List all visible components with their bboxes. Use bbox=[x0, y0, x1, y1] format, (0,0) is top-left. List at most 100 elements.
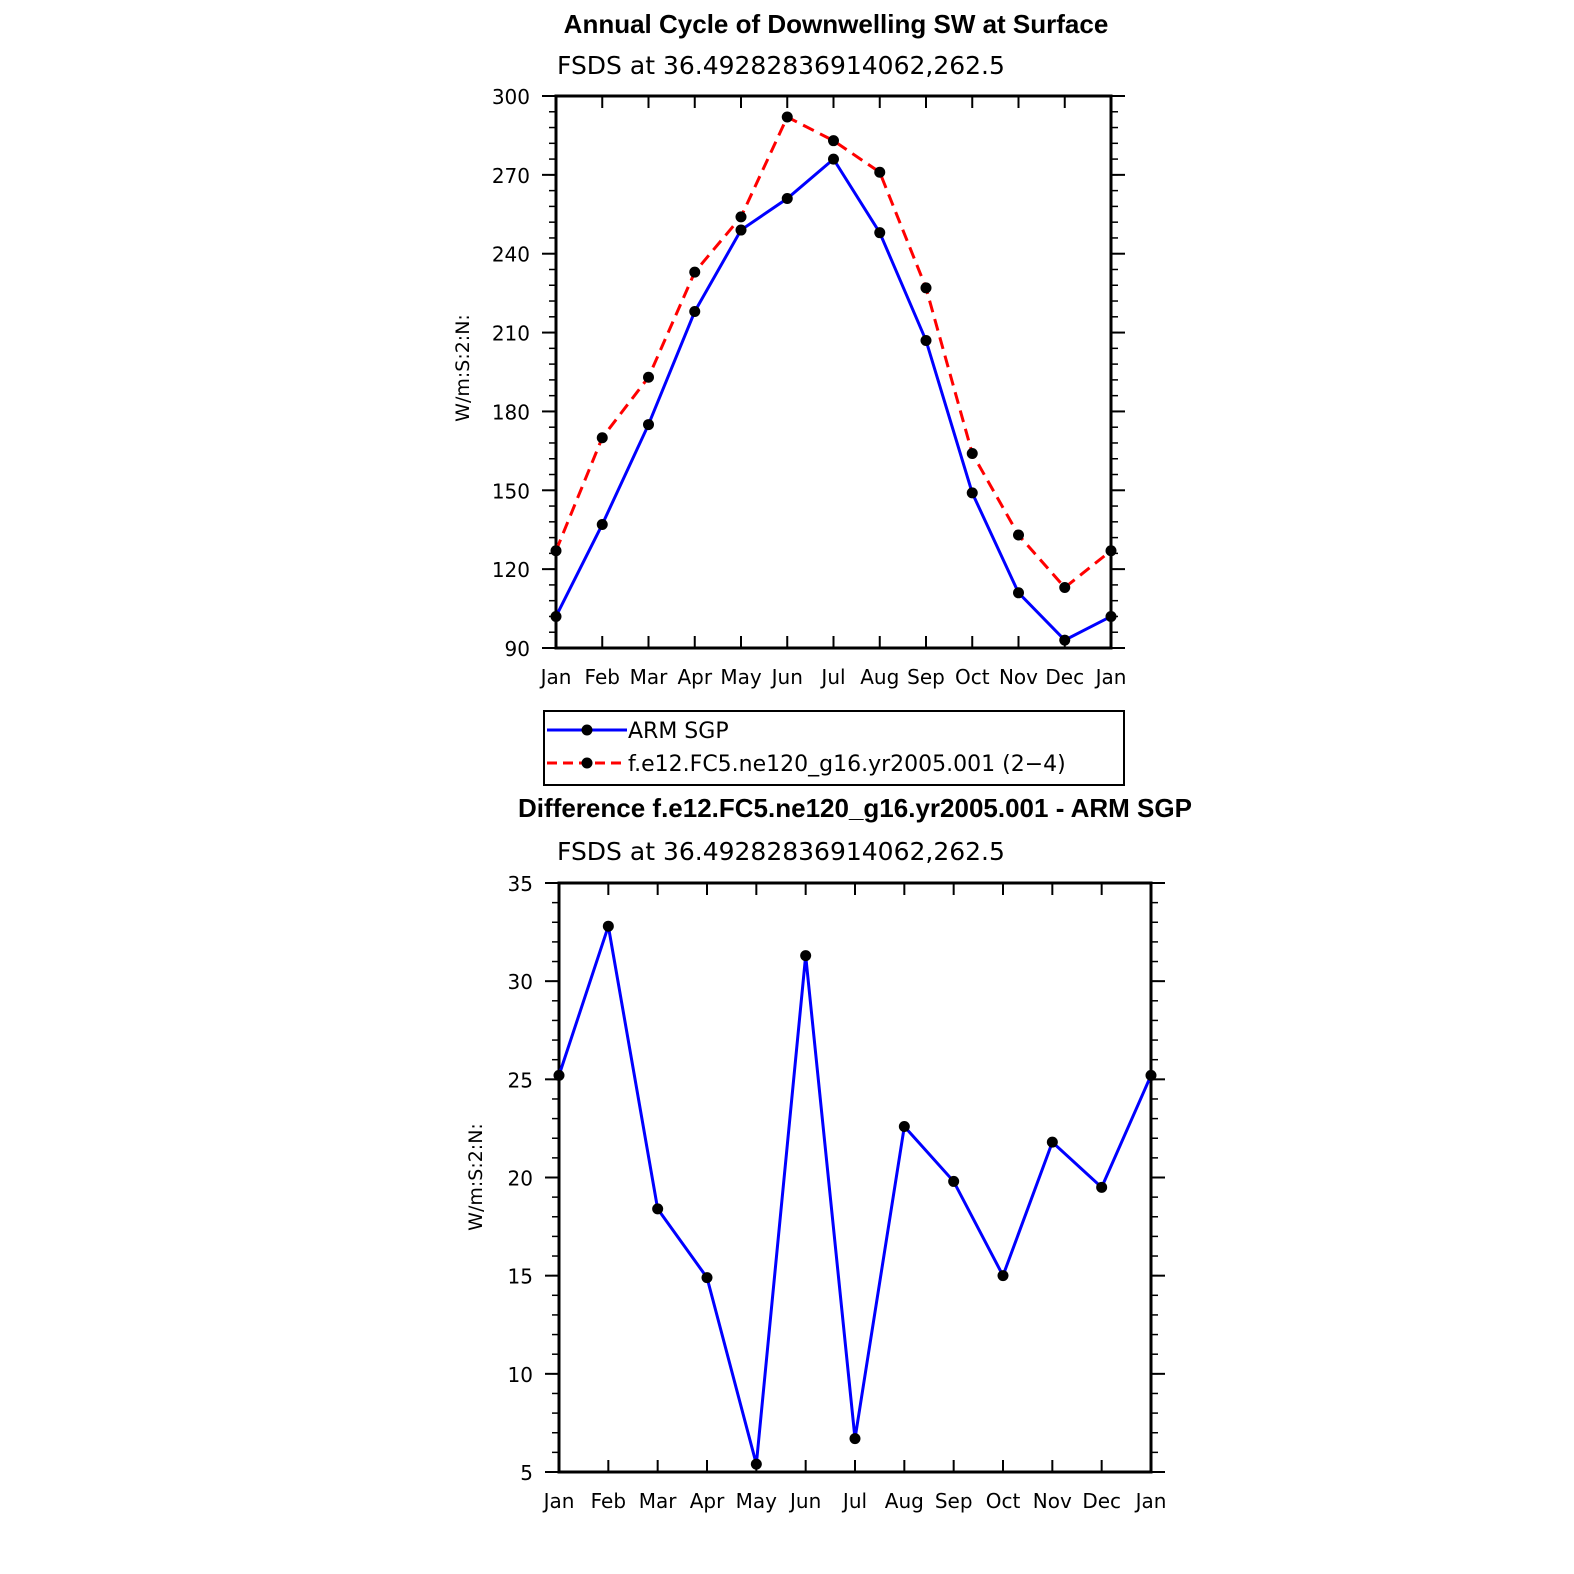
x-tick-label: Mar bbox=[639, 1489, 678, 1513]
x-tick-label: Sep bbox=[935, 1489, 973, 1513]
data-point bbox=[849, 1433, 861, 1445]
data-point bbox=[874, 166, 886, 178]
chart-subtitle: FSDS at 36.49282836914062,262.5 bbox=[557, 837, 1005, 866]
series-line-1 bbox=[554, 114, 1112, 590]
y-tick-label: 30 bbox=[508, 970, 533, 994]
data-point bbox=[781, 193, 793, 205]
legend-marker-model bbox=[581, 757, 593, 769]
x-tick-label: May bbox=[736, 1489, 778, 1513]
data-point bbox=[643, 371, 654, 383]
x-tick-label: Nov bbox=[999, 665, 1038, 689]
annual-cycle-chart: Annual Cycle of Downwelling SW at Surfac… bbox=[452, 9, 1126, 689]
y-tick-label: 10 bbox=[508, 1363, 533, 1387]
data-point bbox=[596, 518, 608, 530]
x-tick-label: Aug bbox=[885, 1489, 924, 1513]
x-tick-label: Mar bbox=[630, 665, 669, 689]
data-point bbox=[781, 111, 793, 123]
y-tick-label: 5 bbox=[520, 1461, 533, 1485]
data-point bbox=[874, 227, 886, 239]
data-point bbox=[800, 950, 812, 962]
y-tick-label: 150 bbox=[492, 479, 530, 503]
data-point bbox=[602, 920, 614, 932]
data-point bbox=[920, 334, 932, 346]
data-point bbox=[898, 1120, 910, 1132]
chart-title: Annual Cycle of Downwelling SW at Surfac… bbox=[564, 9, 1109, 39]
y-axis-label: W/m:S:2:N: bbox=[452, 314, 474, 422]
data-point bbox=[948, 1175, 960, 1187]
x-tick-label: Jun bbox=[788, 1489, 821, 1513]
y-tick-label: 25 bbox=[508, 1068, 533, 1092]
y-tick-label: 300 bbox=[492, 85, 530, 109]
x-tick-label: Jan bbox=[542, 1489, 575, 1513]
data-point bbox=[1145, 1069, 1157, 1081]
axis-ticks: Jan Feb Mar Apr May Jun Jul Aug Sep Oct Nov Dec Jan 5… bbox=[508, 872, 1167, 1513]
chart-subtitle: FSDS at 36.49282836914062,262.5 bbox=[557, 51, 1005, 80]
legend: ARM SGP f.e12.FC5.ne120_g16.yr2005.001 (… bbox=[543, 710, 1125, 786]
data-point bbox=[750, 1458, 762, 1470]
data-point bbox=[652, 1203, 664, 1215]
x-tick-label: Jul bbox=[841, 1489, 867, 1513]
x-tick-label: Feb bbox=[585, 665, 620, 689]
x-tick-label: Nov bbox=[1033, 1489, 1072, 1513]
y-tick-label: 240 bbox=[492, 243, 530, 267]
legend-label-arm: ARM SGP bbox=[628, 719, 729, 744]
y-tick-label: 210 bbox=[492, 322, 530, 346]
x-tick-label: Apr bbox=[690, 1489, 725, 1513]
x-tick-label: Jun bbox=[770, 665, 803, 689]
x-tick-label: Apr bbox=[677, 665, 712, 689]
series-group bbox=[553, 920, 1157, 1470]
series-group bbox=[550, 111, 1117, 646]
x-tick-label: Sep bbox=[907, 665, 945, 689]
data-point bbox=[550, 610, 562, 622]
legend-box bbox=[543, 710, 1125, 786]
data-point bbox=[1105, 610, 1117, 622]
x-tick-label: Oct bbox=[955, 665, 990, 689]
legend-label-model: f.e12.FC5.ne120_g16.yr2005.001 (2−4) bbox=[628, 752, 1066, 777]
x-tick-label: Jan bbox=[539, 665, 572, 689]
axis-ticks: Jan Feb Mar Apr May Jun Jul Aug Sep Oct Nov Dec Jan 9… bbox=[492, 85, 1127, 689]
data-point bbox=[689, 306, 701, 318]
x-tick-label: Dec bbox=[1045, 665, 1084, 689]
series-line-0 bbox=[554, 156, 1112, 642]
x-tick-label: Aug bbox=[860, 665, 899, 689]
data-point bbox=[596, 432, 608, 444]
plot-frame bbox=[557, 881, 1153, 1474]
y-tick-label: 270 bbox=[492, 164, 530, 188]
data-point bbox=[735, 224, 747, 236]
data-point bbox=[1046, 1136, 1058, 1148]
y-tick-label: 120 bbox=[492, 558, 530, 582]
data-point bbox=[1059, 634, 1071, 646]
y-tick-label: 20 bbox=[508, 1167, 533, 1191]
series-line-0 bbox=[557, 925, 1153, 1465]
data-point bbox=[735, 211, 747, 223]
x-tick-label: May bbox=[720, 665, 762, 689]
difference-chart: Difference f.e12.FC5.ne120_g16.yr2005.00… bbox=[465, 793, 1192, 1513]
legend-marker-arm bbox=[581, 724, 593, 736]
x-tick-label: Feb bbox=[591, 1489, 626, 1513]
data-point bbox=[550, 545, 562, 557]
data-point bbox=[689, 266, 701, 278]
data-point bbox=[643, 419, 654, 431]
data-point bbox=[966, 447, 978, 459]
data-point bbox=[1059, 582, 1071, 594]
data-point bbox=[1105, 545, 1117, 557]
x-tick-label: Jan bbox=[1134, 1489, 1167, 1513]
data-point bbox=[828, 135, 839, 147]
y-axis-label: W/m:S:2:N: bbox=[465, 1123, 487, 1231]
data-point bbox=[1013, 587, 1024, 599]
data-point bbox=[553, 1069, 565, 1081]
data-point bbox=[920, 282, 932, 294]
data-point bbox=[997, 1270, 1009, 1282]
y-tick-label: 15 bbox=[508, 1265, 533, 1289]
y-tick-label: 35 bbox=[508, 872, 533, 896]
x-tick-label: Jan bbox=[1094, 665, 1127, 689]
data-point bbox=[828, 153, 839, 165]
y-tick-label: 90 bbox=[505, 637, 530, 661]
data-point bbox=[1096, 1181, 1108, 1193]
plot-frame bbox=[554, 94, 1113, 650]
data-point bbox=[1013, 529, 1024, 541]
data-point bbox=[966, 487, 978, 499]
x-tick-label: Oct bbox=[986, 1489, 1021, 1513]
x-tick-label: Jul bbox=[819, 665, 845, 689]
